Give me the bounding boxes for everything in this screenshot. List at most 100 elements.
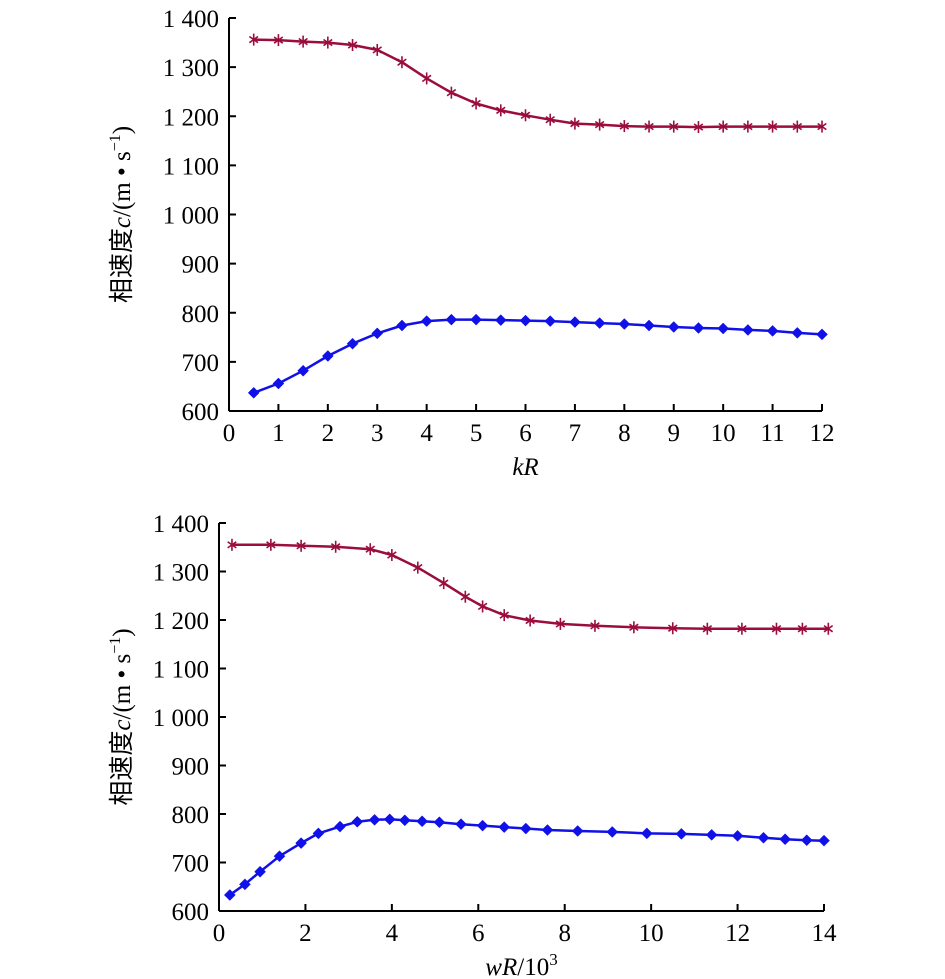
data-point-asterisk: [496, 104, 506, 117]
data-point-asterisk: [227, 538, 237, 551]
x-axis-label: wR/103: [485, 950, 557, 979]
series-line: [229, 818, 825, 897]
y-axis-label-prefix: 相速度: [108, 228, 136, 303]
data-point-diamond: [640, 827, 653, 840]
data-point-diamond: [416, 815, 428, 828]
data-point-diamond: [470, 313, 482, 326]
data-point-asterisk: [737, 622, 747, 635]
y-axis-label-prefix: 相速度: [108, 731, 136, 806]
data-point-diamond: [396, 319, 408, 332]
data-point-asterisk: [296, 539, 306, 552]
y-tick-label: 600: [172, 899, 210, 926]
x-tick-label: 6: [472, 920, 485, 947]
data-point-diamond: [398, 814, 411, 827]
y-axis-label-unit: /(m • s: [109, 654, 136, 720]
data-point-diamond: [498, 821, 511, 833]
x-tick-label: 2: [299, 920, 312, 947]
data-point-diamond: [667, 321, 680, 333]
x-tick-label: 3: [371, 420, 384, 447]
data-point-diamond: [239, 878, 251, 891]
data-point-diamond: [757, 831, 770, 844]
data-point-diamond: [476, 819, 489, 832]
x-axis-label-exp: 3: [549, 950, 558, 969]
data-point-diamond: [705, 829, 718, 841]
data-point-diamond: [273, 850, 286, 863]
x-tick-label: 8: [618, 420, 631, 447]
x-tick-label: 10: [639, 920, 664, 947]
data-point-diamond: [541, 824, 554, 836]
y-axis-label-var: c: [109, 217, 136, 228]
data-point-asterisk: [629, 621, 639, 634]
x-axis-label-base: /10: [517, 954, 549, 979]
y-tick-label: 1 200: [163, 104, 219, 131]
y-tick-label: 700: [172, 851, 210, 878]
data-point-diamond: [816, 328, 828, 341]
data-point-diamond: [571, 825, 584, 837]
y-axis-label-exp: −1: [107, 637, 124, 654]
data-point-diamond: [368, 813, 381, 826]
data-point-diamond: [779, 833, 791, 846]
data-point-diamond: [618, 318, 631, 330]
data-point-diamond: [800, 834, 813, 847]
data-point-diamond: [351, 815, 364, 828]
data-point-asterisk: [594, 118, 605, 131]
data-point-diamond: [692, 322, 705, 334]
data-point-asterisk: [438, 577, 449, 590]
data-point-asterisk: [273, 34, 284, 47]
data-point-diamond: [791, 327, 804, 339]
x-axis-label: kR: [512, 454, 538, 481]
data-point-asterisk: [323, 36, 333, 49]
data-point-diamond: [544, 315, 557, 327]
x-tick-label: 2: [322, 420, 335, 447]
y-tick-label: 900: [172, 754, 210, 781]
y-tick-label: 1 100: [153, 657, 209, 684]
series-1-asterisk: [248, 33, 827, 134]
data-point-asterisk: [372, 43, 383, 56]
x-tick-label: 0: [213, 920, 226, 947]
data-point-asterisk: [446, 86, 457, 99]
data-point-diamond: [346, 337, 359, 350]
y-axis-label-close: ): [109, 628, 136, 636]
data-point-diamond: [717, 322, 730, 335]
y-tick-label: 1 000: [153, 705, 209, 732]
data-point-asterisk: [555, 617, 566, 630]
data-point-asterisk: [767, 120, 778, 133]
data-point-asterisk: [421, 72, 432, 85]
data-point-diamond: [383, 813, 396, 826]
x-axis-label-var: wR: [485, 954, 517, 979]
y-tick-label: 1 200: [153, 608, 209, 635]
data-point-asterisk: [702, 622, 713, 635]
data-point-diamond: [272, 377, 285, 390]
x-tick-label: 9: [668, 420, 681, 447]
data-point-diamond: [818, 834, 830, 847]
data-point-diamond: [295, 837, 307, 849]
data-point-asterisk: [817, 120, 827, 133]
series-2-diamond: [223, 813, 830, 901]
data-point-diamond: [766, 325, 779, 337]
data-point-asterisk: [823, 622, 834, 635]
series-1-asterisk: [227, 538, 834, 635]
data-point-asterisk: [499, 609, 509, 622]
x-tick-label: 5: [470, 420, 483, 447]
x-tick-label: 6: [519, 420, 532, 447]
data-point-diamond: [223, 889, 236, 901]
x-tick-label: 14: [812, 920, 838, 947]
data-point-diamond: [455, 818, 467, 831]
y-axis-label: 相速度c/(m • s−1): [107, 628, 136, 805]
data-point-diamond: [675, 828, 688, 840]
data-point-asterisk: [590, 619, 600, 632]
y-tick-label: 1 300: [153, 560, 209, 587]
x-tick-label: 10: [711, 420, 736, 447]
series-2-diamond: [247, 313, 828, 399]
data-point-asterisk: [387, 549, 397, 562]
x-tick-label: 8: [558, 920, 571, 947]
data-point-asterisk: [619, 120, 630, 133]
y-tick-label: 900: [182, 252, 220, 279]
data-point-asterisk: [413, 561, 423, 574]
x-tick-label: 12: [725, 920, 750, 947]
data-point-diamond: [731, 829, 744, 842]
y-tick-label: 600: [182, 399, 220, 426]
series-line: [253, 38, 822, 129]
data-point-asterisk: [718, 120, 728, 133]
